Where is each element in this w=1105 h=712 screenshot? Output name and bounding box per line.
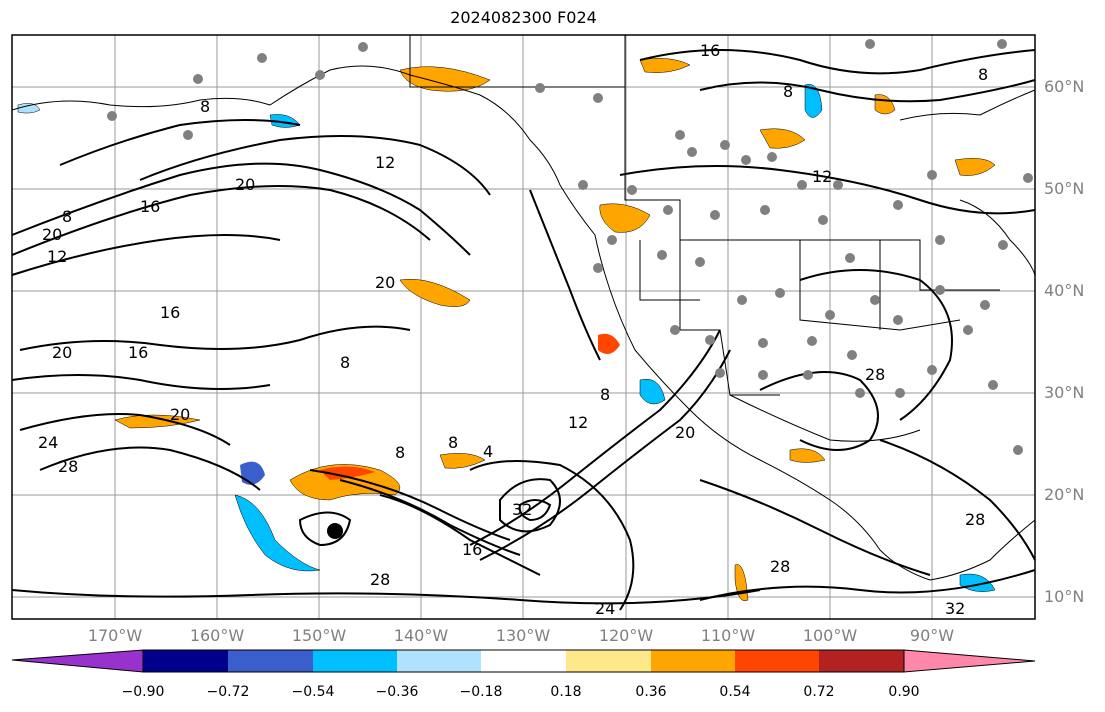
colorbar-segment	[819, 650, 904, 672]
lon-label: 120°W	[598, 626, 654, 645]
colorbar-tick-label: 0.72	[803, 684, 835, 700]
colorbar-segment	[313, 650, 397, 672]
contour-label: 28	[865, 365, 885, 384]
orange-patch	[114, 414, 201, 429]
colorbar-segment	[143, 650, 228, 672]
station-dots	[107, 39, 1033, 455]
orange-patch	[399, 279, 471, 307]
colorbar-tick-label: 0.54	[719, 684, 751, 700]
colorbar-segment	[651, 650, 735, 672]
colorbar-tick-label: −0.72	[206, 684, 250, 700]
colorbar-segment	[566, 650, 651, 672]
lat-label: 60°N	[1044, 77, 1085, 96]
contour-label: 8	[62, 207, 72, 226]
contour-label: 32	[945, 599, 965, 618]
lon-label: 150°W	[291, 626, 347, 645]
colorbar-frame	[142, 649, 905, 673]
map-frame	[11, 34, 1036, 620]
colorbar-segment	[735, 650, 819, 672]
contour-label: 28	[965, 510, 985, 529]
lon-label: 110°W	[700, 626, 756, 645]
colorbar-tick-label: 0.18	[550, 684, 582, 700]
contour-label: 16	[700, 41, 720, 60]
contour-label: 28	[370, 570, 390, 589]
blue-patch	[639, 378, 666, 405]
red-patch	[598, 333, 620, 354]
contour-label: 20	[170, 405, 190, 424]
map-title: 2024082300 F024	[450, 8, 597, 27]
lon-label: 130°W	[495, 626, 551, 645]
lon-label: 100°W	[802, 626, 858, 645]
contour-label: 4	[483, 442, 493, 461]
contour-label: 20	[52, 343, 72, 362]
orange-patch	[759, 128, 806, 149]
colorbar	[11, 649, 1036, 673]
contour-label: 8	[340, 353, 350, 372]
contour-label: 8	[600, 385, 610, 404]
lat-label: 30°N	[1044, 383, 1085, 402]
contour-lines	[11, 49, 1036, 611]
colorbar-min-extend	[11, 649, 144, 673]
contour-label-group: 8 12 16 20 20 20 16 16 24 28 32 12 4 8 8…	[38, 41, 988, 618]
orange-patch	[639, 58, 691, 73]
contour-label: 8	[783, 82, 793, 101]
orange-patch	[954, 158, 996, 176]
contour-label: 12	[47, 247, 67, 266]
colorbar-tick-label: 0.36	[635, 684, 667, 700]
contour-label: 12	[568, 413, 588, 432]
colorbar-tick-label: −0.18	[459, 684, 503, 700]
contour-label: 20	[42, 225, 62, 244]
contour-label: 28	[770, 557, 790, 576]
colorbar-segment	[397, 650, 481, 672]
shaded-field	[17, 58, 996, 602]
lat-label: 50°N	[1044, 179, 1085, 198]
orange-patch	[439, 453, 486, 469]
lat-label: 40°N	[1044, 281, 1085, 300]
contour-label: 16	[128, 343, 148, 362]
contour-label: 20	[675, 423, 695, 442]
lon-label: 90°W	[909, 626, 955, 645]
contour-label: 16	[462, 540, 482, 559]
contour-label: 8	[200, 97, 210, 116]
contour-label: 8	[978, 65, 988, 84]
orange-patch	[789, 448, 826, 463]
contour-label: 24	[595, 599, 615, 618]
blue-patch	[234, 494, 321, 572]
colorbar-tick-label: −0.36	[375, 684, 419, 700]
lat-label: 20°N	[1044, 485, 1085, 504]
contour-label: 24	[38, 433, 58, 452]
contour-label: 32	[512, 500, 532, 519]
colorbar-tick-label: 0.90	[888, 684, 920, 700]
contour-label: 20	[235, 175, 255, 194]
red-patch	[320, 466, 375, 480]
colorbar-segment	[228, 650, 313, 672]
orange-patch	[399, 66, 491, 92]
colorbar-tick-label: −0.90	[121, 684, 165, 700]
contour-label: 12	[812, 167, 832, 186]
lon-label: 170°W	[87, 626, 143, 645]
lon-label: 160°W	[189, 626, 245, 645]
blue-patch	[17, 103, 41, 114]
contour-label: 20	[375, 273, 395, 292]
colorbar-max-extend	[903, 649, 1036, 673]
orange-patch	[599, 203, 651, 233]
lat-label: 10°N	[1044, 587, 1085, 606]
colorbar-segment	[481, 650, 566, 672]
storm-center-marker	[327, 523, 343, 539]
contour-label: 8	[448, 433, 458, 452]
lon-label: 140°W	[393, 626, 449, 645]
contour-label: 16	[160, 303, 180, 322]
colorbar-tick-label: −0.54	[291, 684, 335, 700]
contour-label: 12	[375, 153, 395, 172]
contour-label: 16	[140, 197, 160, 216]
blue-patch	[804, 84, 823, 118]
contour-label: 28	[58, 457, 78, 476]
contour-label: 8	[395, 443, 405, 462]
